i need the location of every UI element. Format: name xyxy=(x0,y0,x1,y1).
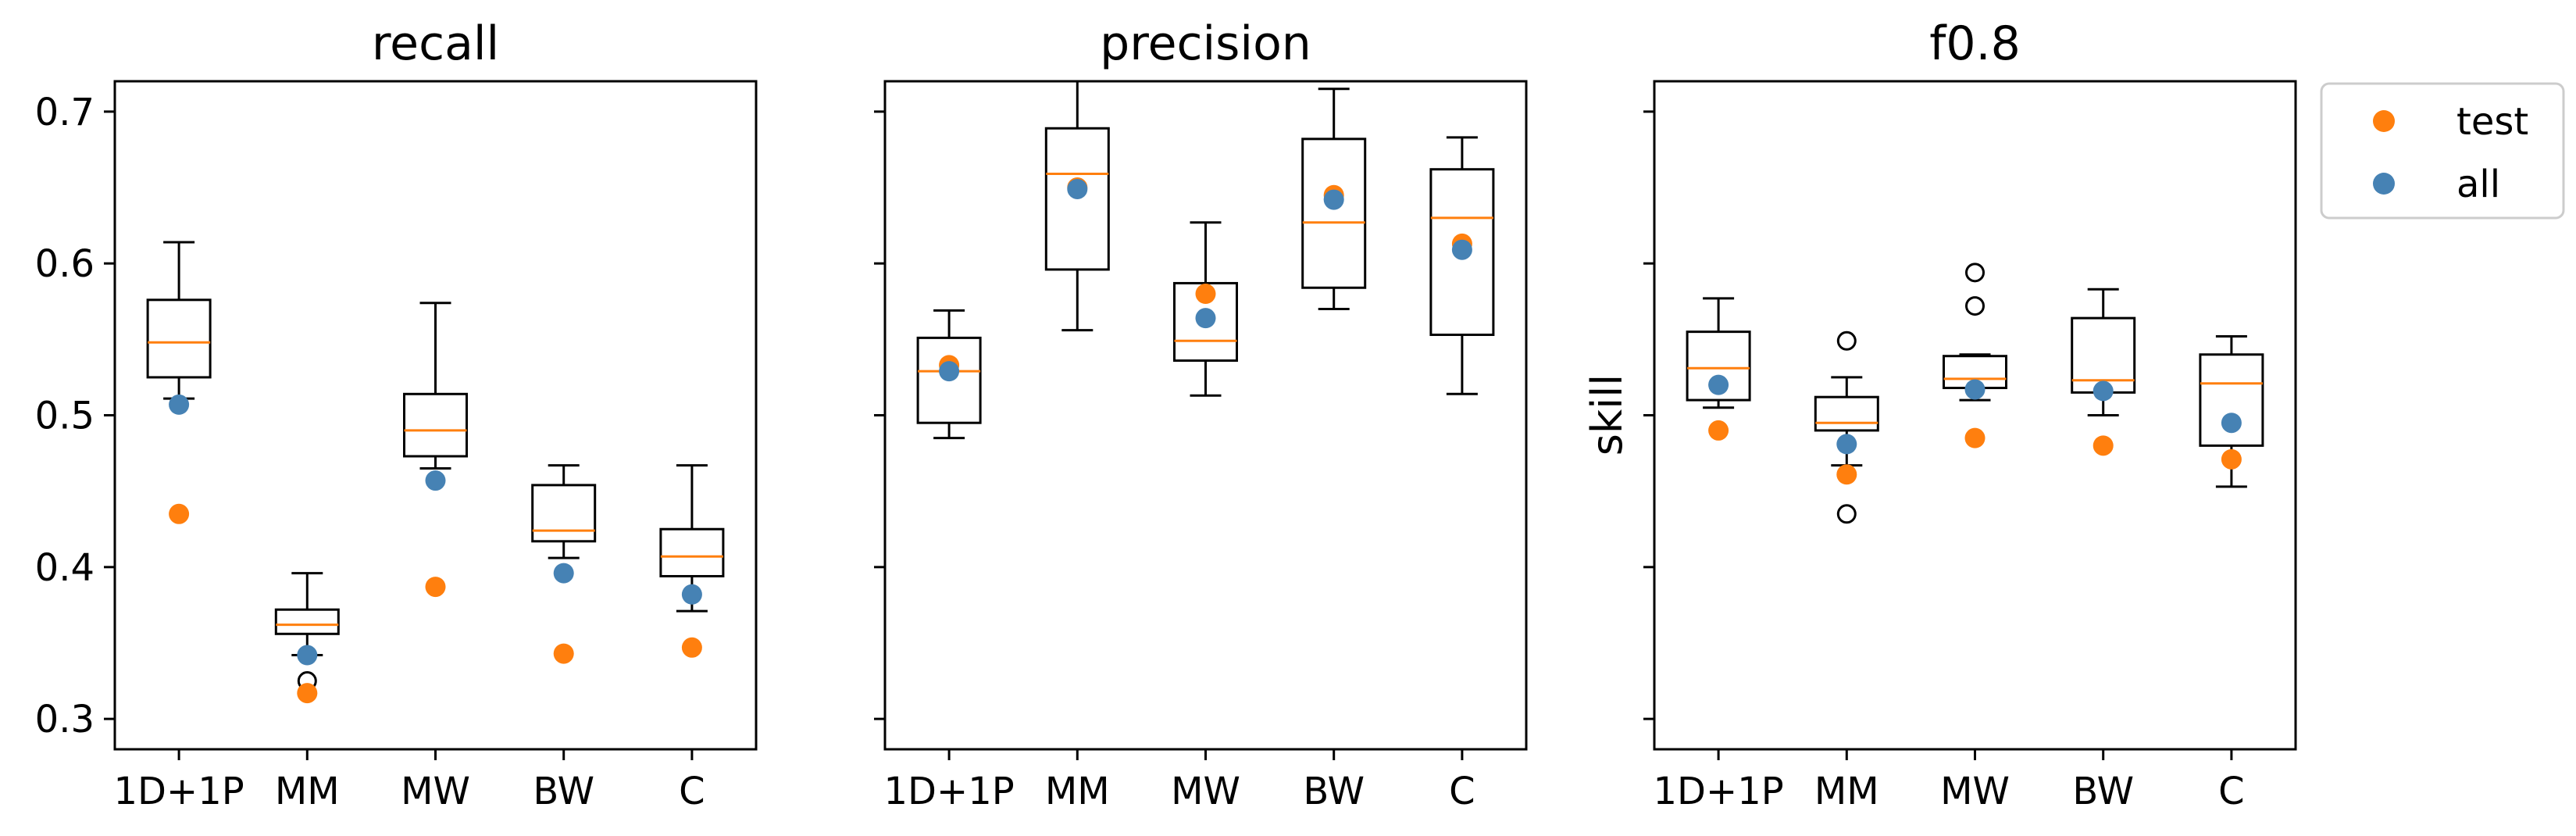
point-all xyxy=(1195,308,1216,329)
x-tick-label: C xyxy=(2218,770,2245,813)
box-1D+1P xyxy=(1686,297,1751,409)
panel-title: f0.8 xyxy=(1929,16,2021,71)
point-test xyxy=(2093,435,2114,456)
chart-marks: 0.30.40.50.60.71D+1P MM MW BW C 1D+1P MM MW BW C 1… xyxy=(35,81,2264,813)
box-MW xyxy=(403,302,468,470)
iqr-box xyxy=(2199,353,2264,447)
point-all xyxy=(1708,374,1729,395)
x-tick-label: C xyxy=(1449,770,1475,813)
point-all xyxy=(1323,189,1344,210)
x-tick-label: BW xyxy=(533,770,594,813)
x-tick-label: 1D+1P xyxy=(1653,770,1783,813)
point-all xyxy=(553,563,574,584)
box-C xyxy=(1429,136,1495,395)
legend: test all xyxy=(2320,82,2565,220)
point-test xyxy=(425,577,446,598)
y-tick-label: 0.4 xyxy=(35,546,95,590)
panel-1-marks: 1D+1P MM MW BW C xyxy=(874,81,1495,813)
legend-label-all: all xyxy=(2456,163,2500,206)
point-test xyxy=(681,637,702,658)
iqr-box xyxy=(274,608,340,635)
point-all xyxy=(1451,239,1472,260)
iqr-box xyxy=(1686,330,1751,402)
iqr-box xyxy=(1814,395,1879,432)
point-all xyxy=(1964,379,1986,400)
point-all xyxy=(681,584,702,605)
iqr-box xyxy=(531,484,597,543)
iqr-box xyxy=(1429,168,1495,337)
x-tick-label: MM xyxy=(275,770,340,813)
x-tick-label: BW xyxy=(1303,770,1365,813)
point-test xyxy=(1708,420,1729,441)
x-tick-label: MW xyxy=(1940,770,2010,813)
point-all xyxy=(425,470,446,491)
point-test xyxy=(1836,464,1857,485)
x-tick-label: MW xyxy=(1171,770,1240,813)
panel-0-marks: 0.3 0.4 0.5 0.6 0.7 1D+1P MM MW BW C xyxy=(35,91,725,813)
x-tick-label: MW xyxy=(401,770,470,813)
y-axis-label: skill xyxy=(1582,374,1632,456)
box-BW xyxy=(531,464,597,559)
point-all xyxy=(1067,178,1088,199)
iqr-box xyxy=(1301,138,1367,289)
point-test xyxy=(1195,284,1216,305)
iqr-box xyxy=(659,527,725,577)
iqr-box xyxy=(403,392,468,458)
panel-title: precision xyxy=(1100,16,1311,71)
x-tick-label: MM xyxy=(1814,770,1879,813)
outlier-point xyxy=(1965,296,1985,316)
outlier-point xyxy=(1836,504,1857,524)
x-tick-label: 1D+1P xyxy=(883,770,1014,813)
legend-marker-test xyxy=(2373,110,2395,132)
x-tick-label: BW xyxy=(2072,770,2134,813)
outlier-point xyxy=(1836,330,1857,351)
point-all xyxy=(2221,413,2242,434)
iqr-box xyxy=(1044,127,1110,271)
point-all xyxy=(169,394,190,415)
iqr-box xyxy=(1173,281,1238,363)
point-all xyxy=(2093,380,2114,402)
box-MM xyxy=(1044,81,1110,332)
x-tick-label: 1D+1P xyxy=(113,770,244,813)
legend-label-test: test xyxy=(2456,100,2528,144)
x-tick-label: MM xyxy=(1045,770,1110,813)
legend-marker-all xyxy=(2373,173,2395,195)
panel-title: recall xyxy=(372,16,499,71)
box-BW xyxy=(1301,88,1367,310)
y-tick-label: 0.5 xyxy=(35,395,95,438)
outlier-point xyxy=(1965,263,1985,283)
point-test xyxy=(1964,427,1986,448)
point-all xyxy=(297,645,318,666)
point-test xyxy=(553,643,574,664)
box-MM xyxy=(1814,330,1879,524)
panel-2-marks: 1D+1P MM MW BW C xyxy=(1643,110,2264,813)
iqr-box xyxy=(146,298,212,379)
box-MW xyxy=(1173,221,1238,397)
y-tick-label: 0.6 xyxy=(35,242,95,286)
point-all xyxy=(1836,434,1857,455)
point-test xyxy=(2221,448,2242,470)
point-test xyxy=(169,503,190,524)
iqr-box xyxy=(916,336,982,424)
y-tick-label: 0.3 xyxy=(35,698,95,741)
point-test xyxy=(297,683,318,704)
x-tick-label: C xyxy=(679,770,705,813)
y-tick-label: 0.7 xyxy=(35,91,95,134)
point-all xyxy=(939,361,960,382)
